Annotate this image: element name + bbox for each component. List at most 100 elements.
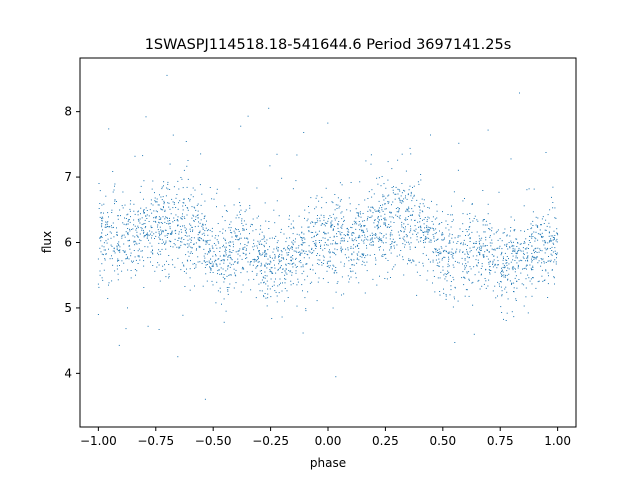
data-point (323, 216, 325, 218)
data-point (259, 240, 261, 242)
data-point (256, 245, 258, 247)
data-point (387, 226, 389, 228)
data-point (532, 267, 534, 268)
data-point (193, 243, 195, 245)
data-point (325, 233, 327, 235)
data-point (220, 260, 222, 262)
data-point (371, 238, 373, 240)
data-point (158, 242, 160, 244)
data-point (184, 230, 186, 231)
data-point (108, 284, 109, 286)
data-point (423, 199, 425, 201)
data-point (314, 235, 315, 237)
data-point (369, 243, 371, 245)
data-point (533, 250, 535, 252)
data-point (345, 248, 347, 250)
data-point (489, 242, 491, 244)
data-point (236, 214, 238, 216)
data-point (183, 169, 185, 171)
data-point (465, 263, 467, 265)
data-point (551, 246, 553, 248)
data-point (333, 265, 335, 267)
data-point (159, 226, 161, 228)
data-point (225, 270, 227, 272)
data-point (171, 259, 173, 261)
data-point (443, 292, 445, 294)
data-point (242, 228, 244, 229)
data-point (378, 236, 380, 238)
data-point (165, 276, 167, 278)
data-point (555, 263, 557, 265)
data-point (325, 202, 327, 204)
data-point (428, 237, 430, 239)
data-point (145, 207, 147, 209)
data-point (555, 261, 557, 263)
data-point (410, 228, 412, 230)
data-point (129, 208, 131, 210)
data-point (133, 219, 135, 221)
data-point (285, 272, 287, 274)
data-point (236, 236, 238, 238)
data-point (259, 270, 261, 272)
data-point (189, 238, 191, 240)
data-point (504, 228, 506, 230)
data-point (516, 262, 518, 264)
data-point (245, 253, 247, 255)
data-point (255, 229, 257, 231)
data-point (206, 261, 208, 263)
data-point (390, 221, 392, 223)
data-point (355, 237, 357, 239)
data-point (372, 207, 374, 209)
data-point (277, 240, 279, 242)
data-point (237, 239, 239, 241)
chart-title: 1SWASPJ114518.18-541644.6 Period 3697141… (145, 37, 512, 53)
data-point (340, 234, 342, 236)
data-point (323, 259, 325, 261)
data-point (374, 219, 375, 221)
data-point (496, 247, 498, 249)
data-point (375, 257, 376, 259)
data-point (203, 255, 205, 257)
data-point (289, 249, 290, 251)
data-point (240, 125, 242, 127)
data-point (280, 265, 282, 267)
data-point (419, 221, 421, 223)
data-point (134, 236, 136, 238)
data-point (276, 200, 278, 202)
data-point (118, 244, 120, 246)
data-point (233, 287, 235, 289)
data-point (382, 194, 384, 196)
data-point (150, 227, 152, 229)
data-point (295, 272, 297, 274)
data-point (422, 231, 424, 233)
data-point (354, 223, 356, 225)
data-point (304, 242, 306, 244)
data-point (522, 247, 524, 249)
data-point (293, 227, 295, 229)
data-point (525, 238, 527, 240)
data-point (127, 233, 129, 235)
data-point (513, 291, 514, 292)
data-point (556, 252, 558, 254)
data-point (417, 232, 419, 234)
data-point (501, 240, 503, 242)
data-point (476, 231, 478, 233)
data-point (341, 237, 343, 239)
data-point (219, 247, 221, 249)
data-point (497, 239, 499, 241)
data-point (410, 230, 412, 232)
data-point (257, 261, 259, 263)
data-point (471, 204, 473, 205)
data-point (285, 264, 287, 266)
data-point (513, 230, 515, 232)
data-point (335, 267, 337, 268)
data-point (366, 247, 368, 249)
data-point (131, 261, 133, 263)
data-point (478, 271, 480, 273)
data-point (126, 258, 128, 260)
data-point (298, 251, 300, 253)
data-point (389, 244, 391, 245)
data-point (490, 245, 492, 247)
data-point (506, 274, 508, 276)
data-point (363, 253, 365, 255)
